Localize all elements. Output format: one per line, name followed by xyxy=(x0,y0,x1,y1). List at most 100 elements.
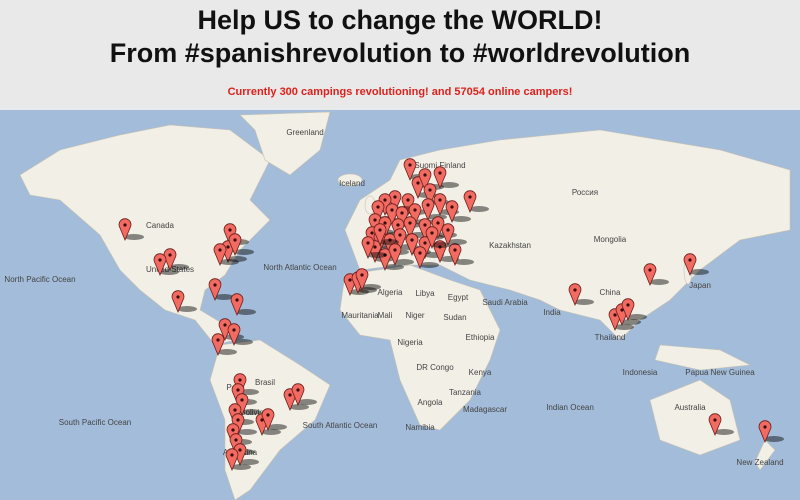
map-label: Brasil xyxy=(255,378,275,387)
pin-dot xyxy=(428,188,432,192)
pin xyxy=(171,290,185,314)
pin-dot xyxy=(366,241,370,245)
pin-shadow xyxy=(454,259,474,265)
pin-dot xyxy=(453,248,457,252)
pin-dot xyxy=(383,221,387,225)
pin-dot xyxy=(260,418,264,422)
pin-dot xyxy=(348,278,352,282)
pin-dot xyxy=(123,223,127,227)
pin-shadow xyxy=(233,339,253,345)
map-label: Kenya xyxy=(469,368,492,377)
map-label: New Zealand xyxy=(736,458,783,467)
pin xyxy=(373,223,387,247)
pin-dot xyxy=(398,233,402,237)
pin-shadow xyxy=(297,399,317,405)
map-label: Saudi Arabia xyxy=(482,298,528,307)
pin-shadow xyxy=(159,269,179,275)
map-label: Sudan xyxy=(443,313,466,322)
pin-shadow xyxy=(627,314,647,320)
pin-dot xyxy=(230,453,234,457)
pin xyxy=(621,298,635,322)
map: Greenland Suomi Finland Iceland Canada Росси… xyxy=(0,110,800,500)
pin-shadow xyxy=(689,269,709,275)
pin-dot xyxy=(231,428,235,432)
map-label: Ethiopia xyxy=(466,333,495,342)
pin-dot xyxy=(573,288,577,292)
pin-shadow xyxy=(214,294,234,300)
pin-shadow xyxy=(261,429,281,435)
pin-dot xyxy=(238,378,242,382)
pin xyxy=(445,200,459,224)
map-label: DR Congo xyxy=(416,363,454,372)
pin xyxy=(431,216,445,240)
pin-shadow xyxy=(169,264,189,270)
pin-dot xyxy=(626,303,630,307)
pin-dot xyxy=(438,171,442,175)
pin-dot xyxy=(423,223,427,227)
pin-shadow xyxy=(361,284,381,290)
map-label: Mali xyxy=(378,311,393,320)
pin-dot xyxy=(438,198,442,202)
pin-dot xyxy=(226,245,230,249)
pin-dot xyxy=(418,251,422,255)
pin-shadow xyxy=(419,262,439,268)
pin-dot xyxy=(400,211,404,215)
pin-shadow xyxy=(621,319,641,325)
pin-dot xyxy=(383,198,387,202)
pin-dot xyxy=(232,328,236,332)
pin xyxy=(408,203,422,227)
pin-dot xyxy=(233,408,237,412)
pin-dot xyxy=(416,181,420,185)
pin-dot xyxy=(158,258,162,262)
pin-dot xyxy=(240,398,244,402)
pin xyxy=(683,253,697,277)
map-label: Mauritania xyxy=(341,311,379,320)
pin xyxy=(378,248,392,272)
map-label: Japan xyxy=(689,281,711,290)
map-label: Kazakhstan xyxy=(489,241,531,250)
pin-dot xyxy=(373,245,377,249)
pin-shadow xyxy=(267,424,287,430)
map-label: Nigeria xyxy=(397,338,423,347)
title: Help US to change the WORLD! xyxy=(197,5,603,35)
pin xyxy=(393,228,407,252)
pin xyxy=(355,268,369,292)
map-label: Россия xyxy=(572,188,598,197)
pin-shadow xyxy=(714,429,734,435)
pin-dot xyxy=(218,248,222,252)
map-label: Niger xyxy=(405,311,424,320)
map-label: Indonesia xyxy=(623,368,658,377)
pin xyxy=(153,253,167,277)
pin xyxy=(213,243,227,267)
map-label: China xyxy=(600,288,621,297)
map-label: North Pacific Ocean xyxy=(4,275,75,284)
pin xyxy=(758,420,772,444)
map-label: Iceland xyxy=(339,179,365,188)
pin xyxy=(405,233,419,257)
pin-dot xyxy=(236,418,240,422)
pin-shadow xyxy=(219,259,239,265)
pin xyxy=(433,193,447,217)
pin-shadow xyxy=(177,306,197,312)
pin-dot xyxy=(360,273,364,277)
pin-dot xyxy=(376,205,380,209)
pin-shadow xyxy=(217,349,237,355)
pin xyxy=(423,183,437,207)
pin-shadow xyxy=(349,289,369,295)
pin-shadow xyxy=(649,279,669,285)
pin-dot xyxy=(388,238,392,242)
map-label: South Pacific Ocean xyxy=(59,418,131,427)
pin xyxy=(229,433,243,457)
pin-dot xyxy=(408,221,412,225)
pin-dot xyxy=(235,298,239,302)
pin-dot xyxy=(370,231,374,235)
pin-dot xyxy=(713,418,717,422)
pin xyxy=(291,383,305,407)
map-label: Mongolia xyxy=(594,235,627,244)
pin xyxy=(425,226,439,250)
map-label: North Atlantic Ocean xyxy=(263,263,336,272)
pin-dot xyxy=(266,413,270,417)
pin-shadow xyxy=(231,464,251,470)
pin-dot xyxy=(238,448,242,452)
pin-shadow xyxy=(227,256,247,262)
